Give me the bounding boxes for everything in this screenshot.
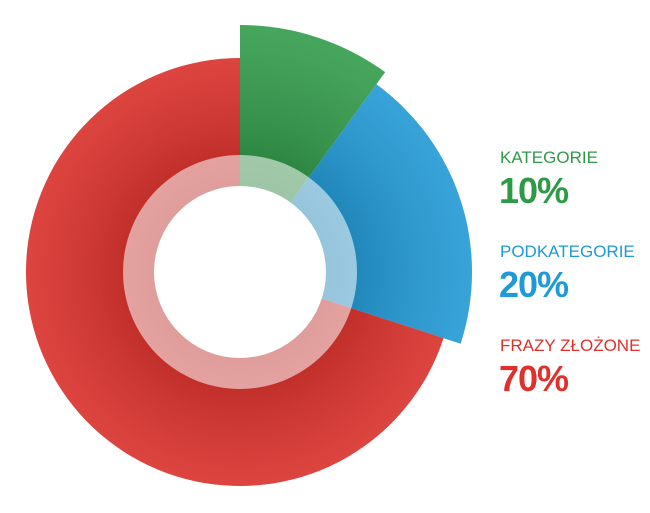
donut-hole: [154, 186, 326, 358]
legend-value: 20%: [499, 264, 569, 305]
legend-label: PODKATEGORIE: [500, 242, 635, 261]
legend-value: 10%: [499, 170, 569, 211]
legend-label: FRAZY ZŁOŻONE: [500, 336, 640, 355]
legend-value: 70%: [499, 358, 569, 399]
legend-label: KATEGORIE: [500, 148, 598, 167]
legend: KATEGORIE 10% PODKATEGORIE 20% FRAZY ZŁOŻONE…: [499, 148, 640, 399]
